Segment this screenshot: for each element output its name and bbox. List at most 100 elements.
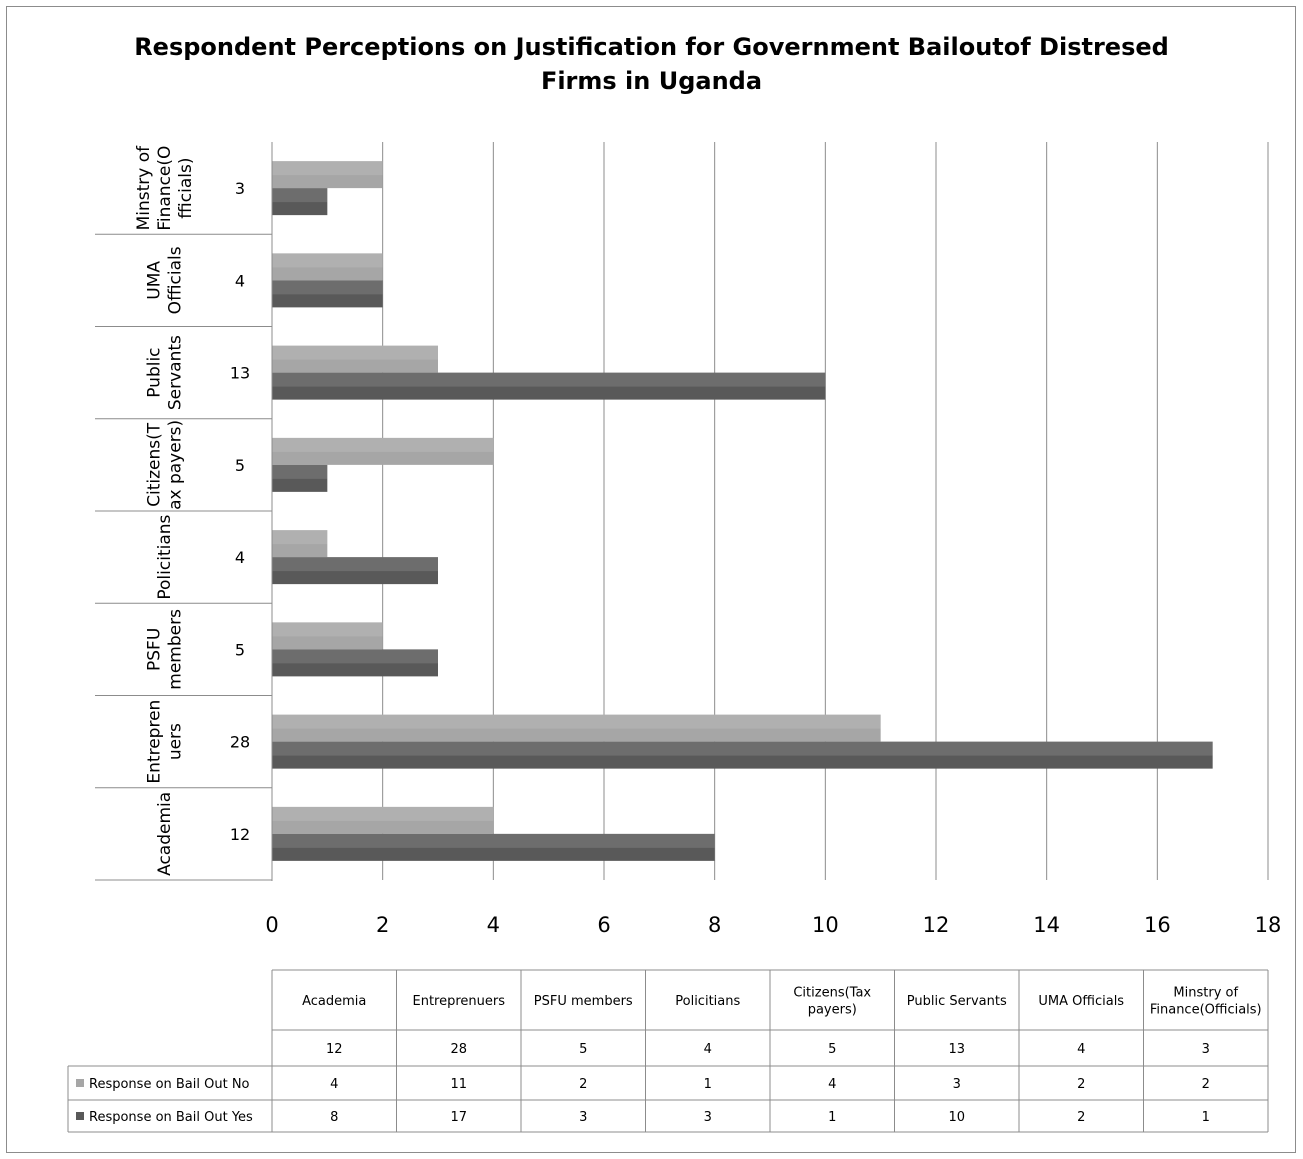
bar-highlight-yes-4	[272, 464, 328, 479]
bar-no-6	[272, 253, 383, 281]
bar-highlight-yes-1	[272, 741, 1213, 756]
category-label-line: Academia	[155, 792, 175, 876]
chart-title-line-1: Respondent Perceptions on Justification …	[134, 33, 1169, 61]
table-header-3: Policitians	[675, 994, 740, 1009]
table-total-2: 5	[579, 1042, 587, 1057]
table-header-line: Minstry of	[1173, 986, 1238, 1001]
category-label-line: UMA	[145, 261, 165, 300]
bar-no-3	[272, 530, 328, 558]
category-label-line: Public	[145, 347, 165, 397]
table-total-6: 4	[1077, 1042, 1085, 1057]
category-label-line: fficials)	[176, 158, 196, 219]
bar-highlight-yes-5	[272, 372, 826, 387]
category-label-6: UMAOfficials	[145, 246, 186, 314]
bar-no-2	[272, 622, 383, 650]
category-label-line: uers	[166, 723, 186, 760]
bar-highlight-yes-7	[272, 188, 328, 203]
table-value-0-4: 4	[828, 1077, 836, 1092]
bar-no-1	[272, 714, 881, 742]
bar-yes-1	[272, 741, 1213, 769]
data-table: Academia Entreprenuers PSFU members Policit…	[67, 969, 1269, 1133]
table-value-1-0: 8	[330, 1110, 338, 1125]
bar-yes-2	[272, 649, 438, 677]
bar-highlight-no-7	[272, 161, 383, 176]
category-total-3: 4	[235, 548, 245, 567]
x-tick-label-8: 8	[708, 913, 721, 937]
x-tick-label-12: 12	[923, 913, 950, 937]
legend-label-0: Response on Bail Out No	[89, 1077, 250, 1092]
bar-highlight-yes-3	[272, 557, 438, 572]
bar-highlight-yes-6	[272, 280, 383, 295]
table-value-0-2: 2	[579, 1077, 587, 1092]
gridlines	[382, 142, 1269, 880]
bar-yes-6	[272, 280, 383, 308]
bar-no-5	[272, 345, 438, 373]
table-header-line: payers)	[808, 1003, 857, 1018]
table-header-0: Academia	[302, 994, 366, 1009]
bar-highlight-no-0	[272, 806, 494, 821]
table-header-line: Finance(Officials)	[1150, 1003, 1262, 1018]
table-value-1-4: 1	[828, 1110, 836, 1125]
category-total-0: 12	[230, 825, 250, 844]
category-label-line: ax payers)	[166, 420, 186, 510]
bar-no-0	[272, 806, 494, 834]
legend-label-1: Response on Bail Out Yes	[89, 1110, 253, 1125]
table-value-1-5: 10	[948, 1110, 965, 1125]
chart-frame	[6, 6, 1296, 1153]
chart-title-line-2: Firms in Uganda	[540, 67, 763, 95]
bar-highlight-no-2	[272, 622, 383, 637]
legend-key-1	[76, 1112, 84, 1120]
x-tick-label-14: 14	[1033, 913, 1060, 937]
bar-highlight-yes-2	[272, 649, 438, 664]
category-total-7: 3	[235, 179, 245, 198]
table-value-1-6: 2	[1077, 1110, 1085, 1125]
bar-yes-7	[272, 188, 328, 216]
category-label-7: Minstry ofFinance(Officials)	[134, 145, 196, 231]
x-tick-label-6: 6	[597, 913, 610, 937]
x-tick-label-10: 10	[812, 913, 839, 937]
chart-title: Respondent Perceptions on Justification …	[0, 30, 1303, 98]
bar-no-7	[272, 161, 383, 189]
bar-highlight-no-4	[272, 437, 494, 452]
bar-highlight-no-6	[272, 253, 383, 268]
table-header-7: Minstry of Finance(Officials)	[1150, 986, 1262, 1018]
bar-no-4	[272, 437, 494, 465]
table-header-5: Public Servants	[907, 994, 1007, 1009]
table-total-7: 3	[1202, 1042, 1210, 1057]
category-label-line: Policitians	[155, 514, 175, 599]
table-value-0-6: 2	[1077, 1077, 1085, 1092]
table-total-4: 5	[828, 1042, 836, 1057]
category-label-line: Officials	[166, 246, 186, 314]
category-label-line: members	[166, 609, 186, 690]
bar-yes-4	[272, 464, 328, 492]
x-tick-label-2: 2	[376, 913, 389, 937]
category-label-line: Entrepren	[145, 700, 165, 784]
category-label-2: PSFUmembers	[145, 609, 186, 690]
x-tick-label-0: 0	[265, 913, 278, 937]
bar-highlight-no-1	[272, 714, 881, 729]
x-tick-label-16: 16	[1144, 913, 1171, 937]
category-label-line: Citizens(T	[145, 422, 165, 507]
table-header-6: UMA Officials	[1038, 994, 1124, 1009]
category-total-4: 5	[235, 456, 245, 475]
table-header-line: UMA Officials	[1038, 994, 1124, 1009]
category-total-6: 4	[235, 271, 245, 290]
bar-highlight-yes-0	[272, 833, 715, 848]
table-total-5: 13	[948, 1042, 965, 1057]
table-header-line: Public Servants	[907, 994, 1007, 1009]
category-total-5: 13	[230, 364, 250, 383]
category-total-2: 5	[235, 640, 245, 659]
table-header-2: PSFU members	[534, 994, 633, 1009]
category-label-4: Citizens(Tax payers)	[145, 420, 186, 510]
bar-yes-3	[272, 557, 438, 585]
table-value-0-5: 3	[953, 1077, 961, 1092]
legend-key-0	[76, 1079, 84, 1087]
table-header-line: Entreprenuers	[412, 994, 505, 1009]
bar-yes-0	[272, 833, 715, 861]
category-total-1: 28	[230, 733, 250, 752]
category-label-line: Servants	[166, 335, 186, 410]
table-value-1-7: 1	[1202, 1110, 1210, 1125]
table-header-line: Academia	[302, 994, 366, 1009]
